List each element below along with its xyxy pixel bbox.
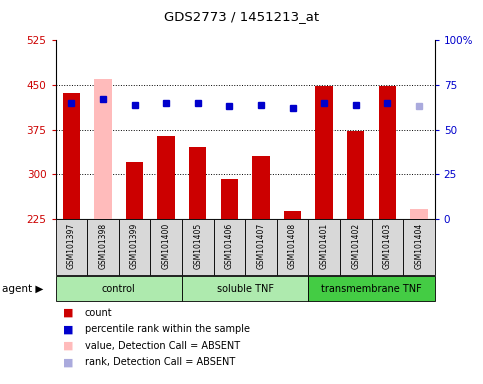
Text: GSM101406: GSM101406 bbox=[225, 222, 234, 269]
Bar bbox=[308, 276, 435, 301]
Bar bbox=[252, 156, 270, 219]
Text: GSM101402: GSM101402 bbox=[351, 223, 360, 269]
Text: percentile rank within the sample: percentile rank within the sample bbox=[85, 324, 250, 334]
Text: value, Detection Call = ABSENT: value, Detection Call = ABSENT bbox=[85, 341, 240, 351]
Text: GSM101407: GSM101407 bbox=[256, 222, 266, 269]
Text: ■: ■ bbox=[63, 324, 73, 334]
Text: GSM101398: GSM101398 bbox=[99, 223, 107, 269]
Bar bbox=[94, 79, 112, 219]
Bar bbox=[182, 276, 308, 301]
Text: GSM101400: GSM101400 bbox=[162, 222, 170, 269]
Bar bbox=[87, 219, 119, 275]
Text: control: control bbox=[102, 284, 136, 294]
Bar bbox=[245, 219, 277, 275]
Text: agent ▶: agent ▶ bbox=[2, 284, 44, 294]
Bar bbox=[189, 147, 206, 219]
Bar bbox=[277, 219, 308, 275]
Text: ■: ■ bbox=[63, 358, 73, 367]
Text: ■: ■ bbox=[63, 341, 73, 351]
Bar bbox=[182, 219, 213, 275]
Bar bbox=[126, 162, 143, 219]
Text: GSM101405: GSM101405 bbox=[193, 222, 202, 269]
Bar bbox=[347, 131, 364, 219]
Bar bbox=[157, 136, 175, 219]
Bar bbox=[371, 219, 403, 275]
Bar bbox=[150, 219, 182, 275]
Text: GDS2773 / 1451213_at: GDS2773 / 1451213_at bbox=[164, 10, 319, 23]
Bar bbox=[284, 211, 301, 219]
Text: GSM101408: GSM101408 bbox=[288, 223, 297, 269]
Text: soluble TNF: soluble TNF bbox=[216, 284, 274, 294]
Text: transmembrane TNF: transmembrane TNF bbox=[321, 284, 422, 294]
Bar bbox=[213, 219, 245, 275]
Bar bbox=[119, 219, 150, 275]
Text: count: count bbox=[85, 308, 112, 318]
Text: ■: ■ bbox=[63, 308, 73, 318]
Text: GSM101399: GSM101399 bbox=[130, 222, 139, 269]
Text: GSM101403: GSM101403 bbox=[383, 222, 392, 269]
Bar bbox=[379, 86, 396, 219]
Bar bbox=[308, 219, 340, 275]
Bar bbox=[221, 179, 238, 219]
Bar bbox=[56, 276, 182, 301]
Text: rank, Detection Call = ABSENT: rank, Detection Call = ABSENT bbox=[85, 358, 235, 367]
Text: GSM101401: GSM101401 bbox=[320, 223, 328, 269]
Text: GSM101404: GSM101404 bbox=[414, 222, 424, 269]
Bar bbox=[63, 93, 80, 219]
Bar bbox=[410, 209, 427, 219]
Bar bbox=[315, 86, 333, 219]
Text: GSM101397: GSM101397 bbox=[67, 222, 76, 269]
Bar bbox=[56, 219, 87, 275]
Bar bbox=[340, 219, 371, 275]
Bar bbox=[403, 219, 435, 275]
